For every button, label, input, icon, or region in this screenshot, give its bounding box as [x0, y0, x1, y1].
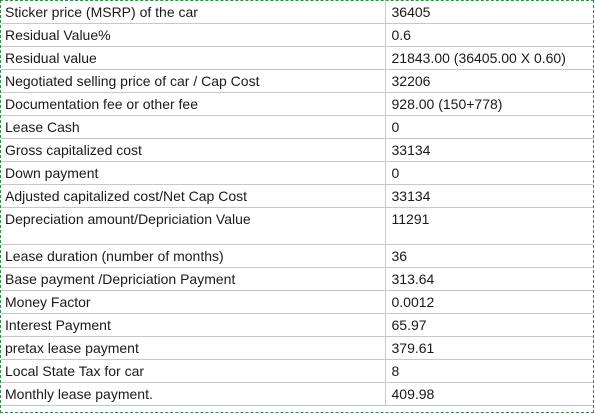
label-cell-msrp[interactable]: Sticker price (MSRP) of the car [1, 1, 386, 24]
value-cell-net-cap-cost[interactable]: 33134 [384, 184, 593, 208]
table-row: Adjusted capitalized cost/Net Cap Cost 3… [1, 184, 593, 208]
table-row: Local State Tax for car 8 [1, 359, 593, 383]
label-cell-residual-value[interactable]: Residual value [1, 46, 386, 70]
value-cell-interest-payment[interactable]: 65.97 [384, 313, 593, 337]
value-cell-money-factor[interactable]: 0.0012 [384, 290, 593, 314]
table-row: Base payment /Depriciation Payment 313.6… [1, 267, 593, 291]
label-cell-interest-payment[interactable]: Interest Payment [1, 313, 386, 337]
value-cell-residual-value-percent[interactable]: 0.6 [384, 23, 593, 47]
label-cell-lease-cash[interactable]: Lease Cash [1, 115, 386, 139]
label-cell-documentation-fee[interactable]: Documentation fee or other fee [1, 92, 386, 116]
table-row: Negotiated selling price of car / Cap Co… [1, 69, 593, 93]
label-cell-monthly-lease-payment[interactable]: Monthly lease payment. [1, 382, 386, 406]
value-cell-pretax-lease-payment[interactable]: 379.61 [384, 336, 593, 360]
value-cell-local-state-tax[interactable]: 8 [384, 359, 593, 383]
value-cell-down-payment[interactable]: 0 [384, 161, 593, 185]
label-cell-base-payment[interactable]: Base payment /Depriciation Payment [1, 267, 386, 291]
value-cell-monthly-lease-payment[interactable]: 409.98 [384, 382, 593, 406]
table-row: Interest Payment 65.97 [1, 313, 593, 337]
label-cell-money-factor[interactable]: Money Factor [1, 290, 386, 314]
table-row: Documentation fee or other fee 928.00 (1… [1, 92, 593, 116]
table-row: Depreciation amount/Depriciation Value 1… [1, 207, 593, 245]
value-cell-msrp[interactable]: 36405 [384, 1, 593, 24]
table-row: Gross capitalized cost 33134 [1, 138, 593, 162]
value-cell-base-payment[interactable]: 313.64 [384, 267, 593, 291]
table-row: Monthly lease payment. 409.98 [1, 382, 593, 406]
table-row: Residual Value% 0.6 [1, 23, 593, 47]
lease-calculation-table: Sticker price (MSRP) of the car 36405 Re… [1, 1, 593, 406]
table-row: Sticker price (MSRP) of the car 36405 [1, 1, 593, 24]
value-cell-residual-value[interactable]: 21843.00 (36405.00 X 0.60) [384, 46, 593, 70]
label-cell-depreciation-amount[interactable]: Depreciation amount/Depriciation Value [1, 207, 386, 245]
label-cell-down-payment[interactable]: Down payment [1, 161, 386, 185]
label-cell-lease-duration[interactable]: Lease duration (number of months) [1, 244, 386, 268]
value-cell-gross-capitalized-cost[interactable]: 33134 [384, 138, 593, 162]
label-cell-cap-cost[interactable]: Negotiated selling price of car / Cap Co… [1, 69, 386, 93]
table-row: Residual value 21843.00 (36405.00 X 0.60… [1, 46, 593, 70]
table-row: Lease Cash 0 [1, 115, 593, 139]
value-cell-depreciation-amount[interactable]: 11291 [384, 207, 593, 245]
label-cell-residual-value-percent[interactable]: Residual Value% [1, 23, 386, 47]
table-row: Money Factor 0.0012 [1, 290, 593, 314]
value-cell-cap-cost[interactable]: 32206 [384, 69, 593, 93]
table-row: pretax lease payment 379.61 [1, 336, 593, 360]
table-row: Down payment 0 [1, 161, 593, 185]
value-cell-documentation-fee[interactable]: 928.00 (150+778) [384, 92, 593, 116]
value-cell-lease-cash[interactable]: 0 [384, 115, 593, 139]
value-cell-lease-duration[interactable]: 36 [384, 244, 593, 268]
label-cell-pretax-lease-payment[interactable]: pretax lease payment [1, 336, 386, 360]
label-cell-gross-capitalized-cost[interactable]: Gross capitalized cost [1, 138, 386, 162]
label-cell-local-state-tax[interactable]: Local State Tax for car [1, 359, 386, 383]
table-row: Lease duration (number of months) 36 [1, 244, 593, 268]
label-cell-net-cap-cost[interactable]: Adjusted capitalized cost/Net Cap Cost [1, 184, 386, 208]
